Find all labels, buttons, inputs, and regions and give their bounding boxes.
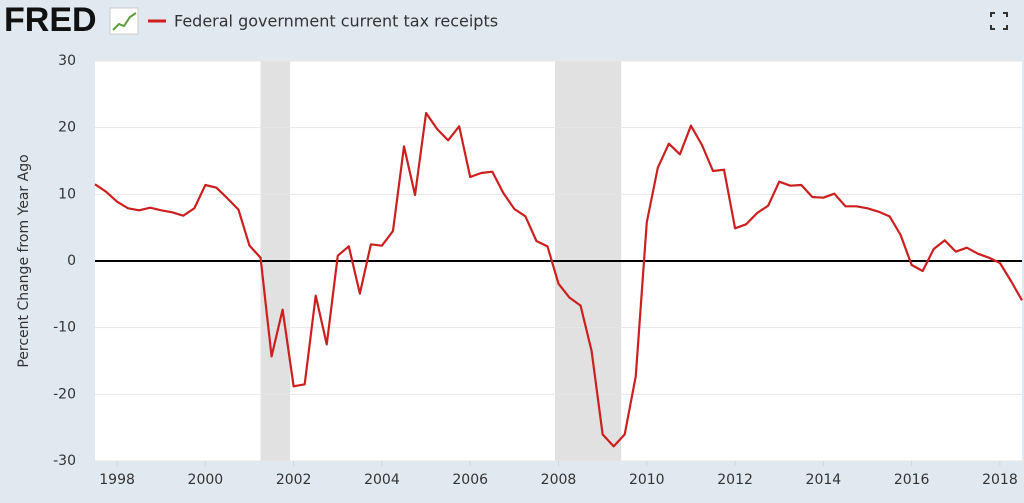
data-line [94, 111, 1023, 448]
x-tick-label: 2016 [894, 472, 930, 488]
x-tick-label: 2012 [717, 472, 753, 488]
y-tick-label: 10 [58, 186, 76, 202]
logo-icon [109, 7, 139, 35]
y-tick-label: -10 [53, 320, 76, 336]
x-tick-label: 2002 [276, 472, 312, 488]
y-tick-label: -20 [53, 386, 76, 402]
y-tick-label: 0 [67, 253, 76, 269]
x-tick-label: 2018 [982, 472, 1018, 488]
x-tick-label: 2004 [364, 472, 400, 488]
x-tick-label: 2000 [188, 472, 224, 488]
fullscreen-icon[interactable] [990, 12, 1008, 30]
x-tick-label: 2008 [541, 472, 577, 488]
y-tick-label: 30 [58, 53, 76, 69]
x-tick-label: 2006 [452, 472, 488, 488]
y-tick-label: 20 [58, 120, 76, 136]
brand-logo: FRED [4, 1, 97, 39]
legend-label: Federal government current tax receipts [174, 12, 498, 31]
x-tick-label: 2014 [806, 472, 842, 488]
x-tick-label: 2010 [629, 472, 665, 488]
y-axis-label: Percent Change from Year Ago [16, 154, 32, 367]
x-tick-label: 1998 [99, 472, 135, 488]
y-tick-label: -30 [53, 453, 76, 469]
